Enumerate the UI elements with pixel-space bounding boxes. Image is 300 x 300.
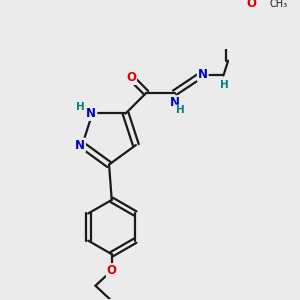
Text: H: H	[76, 102, 85, 112]
Text: O: O	[126, 71, 136, 84]
Text: N: N	[86, 107, 96, 120]
Text: O: O	[247, 0, 257, 10]
Text: H: H	[176, 105, 184, 115]
Text: O: O	[107, 264, 117, 277]
Text: N: N	[169, 96, 179, 109]
Text: CH₃: CH₃	[269, 0, 287, 9]
Text: H: H	[220, 80, 229, 90]
Text: N: N	[75, 139, 85, 152]
Text: N: N	[198, 68, 208, 81]
